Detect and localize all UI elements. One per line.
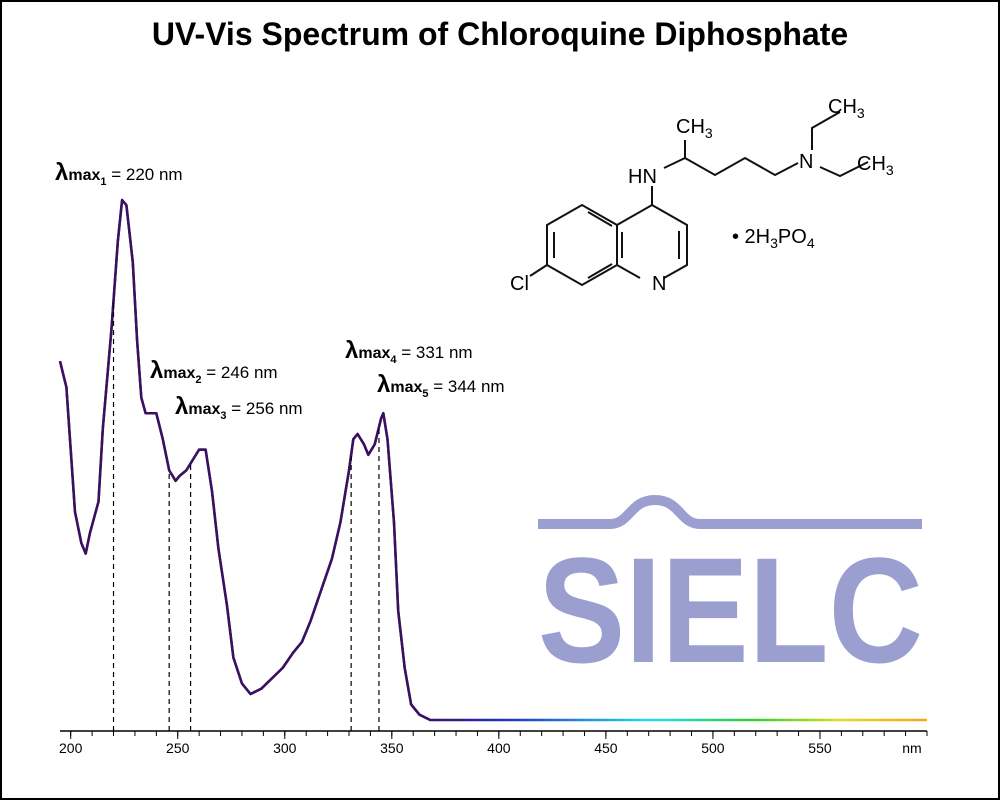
atom-text: CH bbox=[828, 96, 857, 118]
atom-label: CH3 bbox=[676, 116, 713, 141]
x-tick-label: 550 bbox=[808, 740, 832, 756]
subscript: 3 bbox=[886, 162, 894, 178]
atom-text: • 2H bbox=[732, 226, 770, 248]
x-tick-label: 200 bbox=[59, 740, 83, 756]
max: max bbox=[390, 379, 422, 396]
max: max bbox=[163, 365, 195, 382]
max: max bbox=[188, 401, 220, 418]
atom-text: PO bbox=[778, 226, 807, 248]
peak-label: λmax5 = 344 nm bbox=[377, 371, 505, 400]
lambda: λ bbox=[175, 393, 188, 420]
logo-arch bbox=[538, 494, 922, 529]
atom-text: CH bbox=[676, 116, 705, 138]
peak-label: λmax4 = 331 nm bbox=[345, 337, 473, 366]
peak-label: λmax1 = 220 nm bbox=[55, 159, 183, 188]
sub: 1 bbox=[100, 176, 106, 188]
sub: 4 bbox=[390, 354, 397, 366]
logo-text: SIELC bbox=[538, 526, 923, 694]
atom-label: N bbox=[652, 273, 666, 295]
rest: = 220 nm bbox=[107, 165, 183, 184]
sub: 5 bbox=[422, 388, 428, 400]
atom-label: Cl bbox=[510, 273, 529, 295]
rest: = 256 nm bbox=[227, 399, 303, 418]
atom-label: CH3 bbox=[857, 153, 894, 178]
subscript: 3 bbox=[705, 125, 713, 141]
x-tick-label: 500 bbox=[701, 740, 725, 756]
rest: = 246 nm bbox=[202, 363, 278, 382]
atom-label: CH3 bbox=[828, 96, 865, 121]
chart-title: UV-Vis Spectrum of Chloroquine Diphospha… bbox=[152, 16, 848, 52]
sub: 3 bbox=[220, 410, 226, 422]
logo: SIELC bbox=[538, 494, 923, 694]
x-axis-label: nm bbox=[902, 740, 921, 756]
atom-text: Cl bbox=[510, 273, 529, 295]
peak-label: λmax3 = 256 nm bbox=[175, 393, 303, 422]
atom-text: HN bbox=[628, 166, 657, 188]
sub: 2 bbox=[195, 374, 201, 386]
lambda: λ bbox=[345, 337, 358, 364]
lambda: λ bbox=[150, 357, 163, 384]
atom-label: HN bbox=[628, 166, 657, 188]
x-tick-label: 450 bbox=[594, 740, 618, 756]
atom-label: • 2H3PO4 bbox=[732, 226, 815, 251]
atom-text: N bbox=[799, 151, 813, 173]
max: max bbox=[68, 167, 100, 184]
subscript: 3 bbox=[770, 235, 778, 251]
chain bbox=[529, 111, 869, 277]
rings bbox=[546, 203, 688, 287]
spectrum-line-core bbox=[58, 198, 431, 722]
lambda: λ bbox=[377, 371, 390, 398]
x-tick-label: 400 bbox=[487, 740, 511, 756]
max: max bbox=[358, 345, 390, 362]
atom-label: N bbox=[799, 151, 813, 173]
lambda: λ bbox=[55, 159, 68, 186]
x-tick-label: 250 bbox=[166, 740, 190, 756]
subscript: 4 bbox=[807, 235, 815, 251]
peak-label: λmax2 = 246 nm bbox=[150, 357, 278, 386]
rest: = 344 nm bbox=[429, 377, 505, 396]
atom-text: CH bbox=[857, 153, 886, 175]
rest: = 331 nm bbox=[397, 343, 473, 362]
atom-text: N bbox=[652, 273, 666, 295]
x-tick-label: 350 bbox=[380, 740, 404, 756]
subscript: 3 bbox=[857, 105, 865, 121]
double-bonds bbox=[553, 211, 680, 279]
x-tick-label: 300 bbox=[273, 740, 297, 756]
